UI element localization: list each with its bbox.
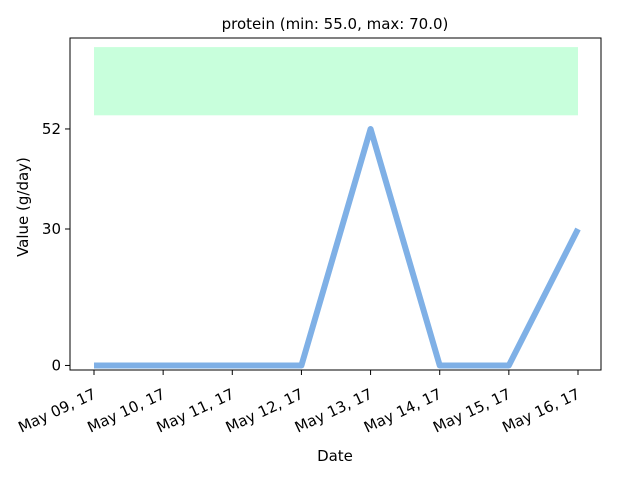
target-range-band <box>94 47 578 116</box>
x-tick-label-7: May 16, 17 <box>499 385 582 437</box>
x-tick-label-4: May 13, 17 <box>292 385 375 437</box>
plot-frame <box>69 37 602 371</box>
chart-title: protein (min: 55.0, max: 70.0) <box>222 15 449 33</box>
x-tick-label-6: May 15, 17 <box>430 385 513 437</box>
y-axis-label: Value (g/day) <box>14 157 32 257</box>
y-tick-label-0: 0 <box>51 356 61 374</box>
series-line-0 <box>94 125 581 369</box>
y-tick-label-2: 52 <box>42 120 61 138</box>
x-axis-label: Date <box>317 447 353 465</box>
x-tick-label-1: May 10, 17 <box>85 385 168 437</box>
x-tick-label-5: May 14, 17 <box>361 385 444 437</box>
y-tick-label-1: 30 <box>42 220 61 238</box>
x-tick-label-0: May 09, 17 <box>15 385 98 437</box>
x-tick-label-2: May 11, 17 <box>154 385 237 437</box>
x-tick-label-3: May 12, 17 <box>223 385 306 437</box>
